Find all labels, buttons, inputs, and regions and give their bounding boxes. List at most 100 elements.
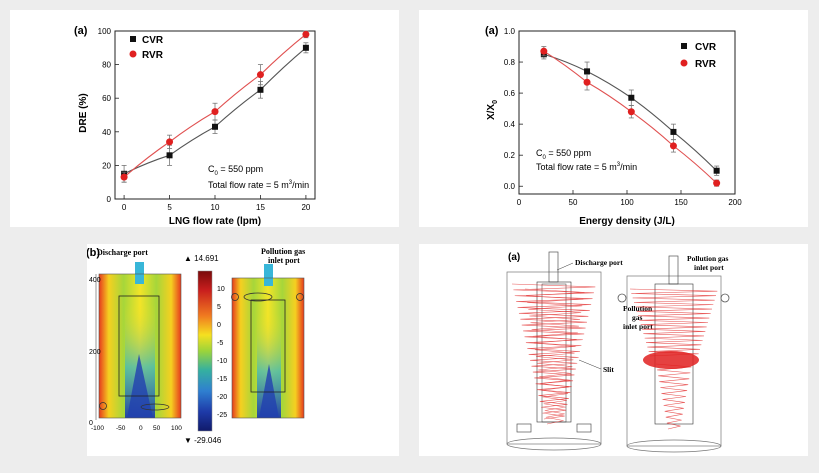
y-tick-label: 60 [102, 94, 111, 103]
y-tick-label: 100 [98, 27, 112, 36]
legend-label-rvr: RVR [695, 59, 717, 70]
dre-chart-panel: (a) 0 5 10 15 20 0 20 40 60 80 100 CVR RVR C0 = 55… [10, 10, 399, 227]
data-point-rvr [120, 173, 128, 181]
panel-label: (a) [74, 25, 88, 37]
y-tick-label: 0 [107, 195, 112, 204]
x-tick-label: 150 [674, 198, 688, 207]
slit-label: Slit [603, 365, 614, 374]
simulation-panel: (b) Discharge port Pollution gas inlet p… [86, 244, 399, 456]
gas-flow-streamlines [511, 283, 718, 430]
y-axis-label: DRE (%) [78, 93, 89, 132]
streamline [655, 363, 692, 430]
reactor-left-drawing [506, 251, 602, 451]
x-tick-label: 5 [167, 203, 172, 212]
schematic-panel: (a) Discharge port Pollution gas inlet p… [419, 244, 808, 456]
colorbar-tick: -10 [217, 358, 227, 365]
simulation-axes: 400 200 0 -100 -50 0 50 100 [89, 274, 182, 432]
legend-label-cvr: CVR [142, 35, 164, 46]
x-tick-label: 15 [256, 203, 265, 212]
reactor-schematic: (a) Discharge port Pollution gas inlet p… [506, 251, 730, 453]
reactor-section-left [98, 262, 182, 419]
panel-label: (a) [508, 252, 520, 263]
legend: CVR RVR [680, 42, 717, 70]
colorbar-tick: -5 [217, 340, 223, 347]
x-tick-label: 10 [211, 203, 220, 212]
annotation-concentration: C0 = 550 ppm [208, 164, 263, 177]
data-point-rvr [669, 142, 677, 150]
y-tick-label: 0.2 [504, 151, 516, 160]
colorbar-tick: 5 [217, 304, 221, 311]
data-point-cvr [713, 167, 720, 174]
y-tick-label: 0.6 [504, 89, 516, 98]
data-point-rvr [627, 108, 635, 116]
y-tick-label: 80 [102, 61, 111, 70]
colorbar-max-label: ▲ 14.691 [184, 254, 219, 263]
axis-tick-x: 0 [139, 425, 143, 432]
conversion-chart-panel: (a) 0 50 100 150 200 0.0 0.2 0.4 0.6 0.8 1.0 CVR R… [419, 10, 808, 227]
colorbar-tick: 0 [217, 322, 221, 329]
data-point-cvr [257, 86, 264, 93]
inlet-top-label-line2: inlet port [694, 263, 724, 272]
y-tick-label: 40 [102, 128, 111, 137]
axis-tick-y: 0 [89, 420, 93, 427]
y-tick-label: 0.4 [504, 120, 516, 129]
data-point-rvr [583, 78, 591, 86]
annotation-flow-rate: Total flow rate = 5 m3/min [208, 180, 309, 190]
data-point-cvr [584, 68, 591, 75]
inlet-mid-label-line3: inlet port [623, 322, 653, 331]
data-point-cvr [166, 152, 173, 159]
x-tick-label: 0 [517, 198, 522, 207]
reactor-right-drawing [617, 255, 730, 453]
panel-label: (a) [485, 25, 499, 37]
data-point-rvr [540, 47, 548, 55]
x-tick-label: 50 [569, 198, 578, 207]
simulation-field: (b) Discharge port Pollution gas inlet p… [86, 247, 305, 445]
reactor-section-right [231, 264, 305, 419]
x-axis-label: Energy density (J/L) [579, 216, 675, 227]
colorbar-tick: -25 [217, 412, 227, 419]
y-tick-label: 0.8 [504, 58, 516, 67]
discharge-port-label: Discharge port [575, 258, 623, 267]
inlet-port-label-line2: inlet port [268, 256, 300, 265]
data-point-cvr [302, 44, 309, 51]
colorbar-tick: -20 [217, 394, 227, 401]
axis-tick-x: 100 [171, 425, 182, 432]
x-tick-label: 100 [620, 198, 634, 207]
legend-marker-cvr [130, 36, 136, 42]
data-point-cvr [670, 128, 677, 135]
streamline [629, 288, 718, 357]
streamline [524, 288, 585, 425]
colorbar: ▲ 14.691 ▼ -29.046 10 5 0 -5 -10 -15 -20… [184, 254, 227, 445]
data-point-cvr [212, 123, 218, 130]
panel-label: (b) [87, 247, 100, 259]
inlet-top-label-line1: Pollution gas [687, 254, 729, 263]
data-point-rvr [713, 179, 721, 187]
y-tick-label: 1.0 [504, 27, 516, 36]
axis-tick-y: 400 [89, 277, 101, 284]
legend-marker-cvr [681, 43, 687, 49]
data-point-rvr [302, 30, 310, 38]
y-tick-label: 0.0 [504, 182, 516, 191]
legend-marker-rvr [129, 50, 137, 58]
discharge-port-label: Discharge port [97, 248, 148, 257]
legend-marker-rvr [680, 59, 688, 67]
data-point-rvr [211, 108, 219, 116]
colorbar-tick: -15 [217, 376, 227, 383]
y-tick-label: 20 [102, 161, 111, 170]
x-tick-label: 20 [301, 203, 310, 212]
data-point-rvr [166, 138, 174, 146]
axis-tick-y: 200 [89, 349, 101, 356]
x-axis-label: LNG flow rate (lpm) [169, 216, 261, 227]
inlet-mid-label-line2: gas [632, 313, 643, 322]
legend: CVR RVR [129, 35, 164, 61]
axis-tick-x: -100 [91, 425, 104, 432]
inlet-port-label-line1: Pollution gas [261, 247, 305, 256]
colorbar-tick: 10 [217, 286, 225, 293]
x-tick-label: 0 [122, 203, 127, 212]
conversion-chart: (a) 0 50 100 150 200 0.0 0.2 0.4 0.6 0.8 1.0 CVR R… [485, 25, 742, 227]
x-tick-label: 200 [728, 198, 742, 207]
axis-tick-x: -50 [116, 425, 126, 432]
annotation-flow-rate: Total flow rate = 5 m3/min [536, 162, 637, 172]
data-point-rvr [256, 71, 264, 79]
y-axis-label: X/X0 [486, 100, 499, 120]
